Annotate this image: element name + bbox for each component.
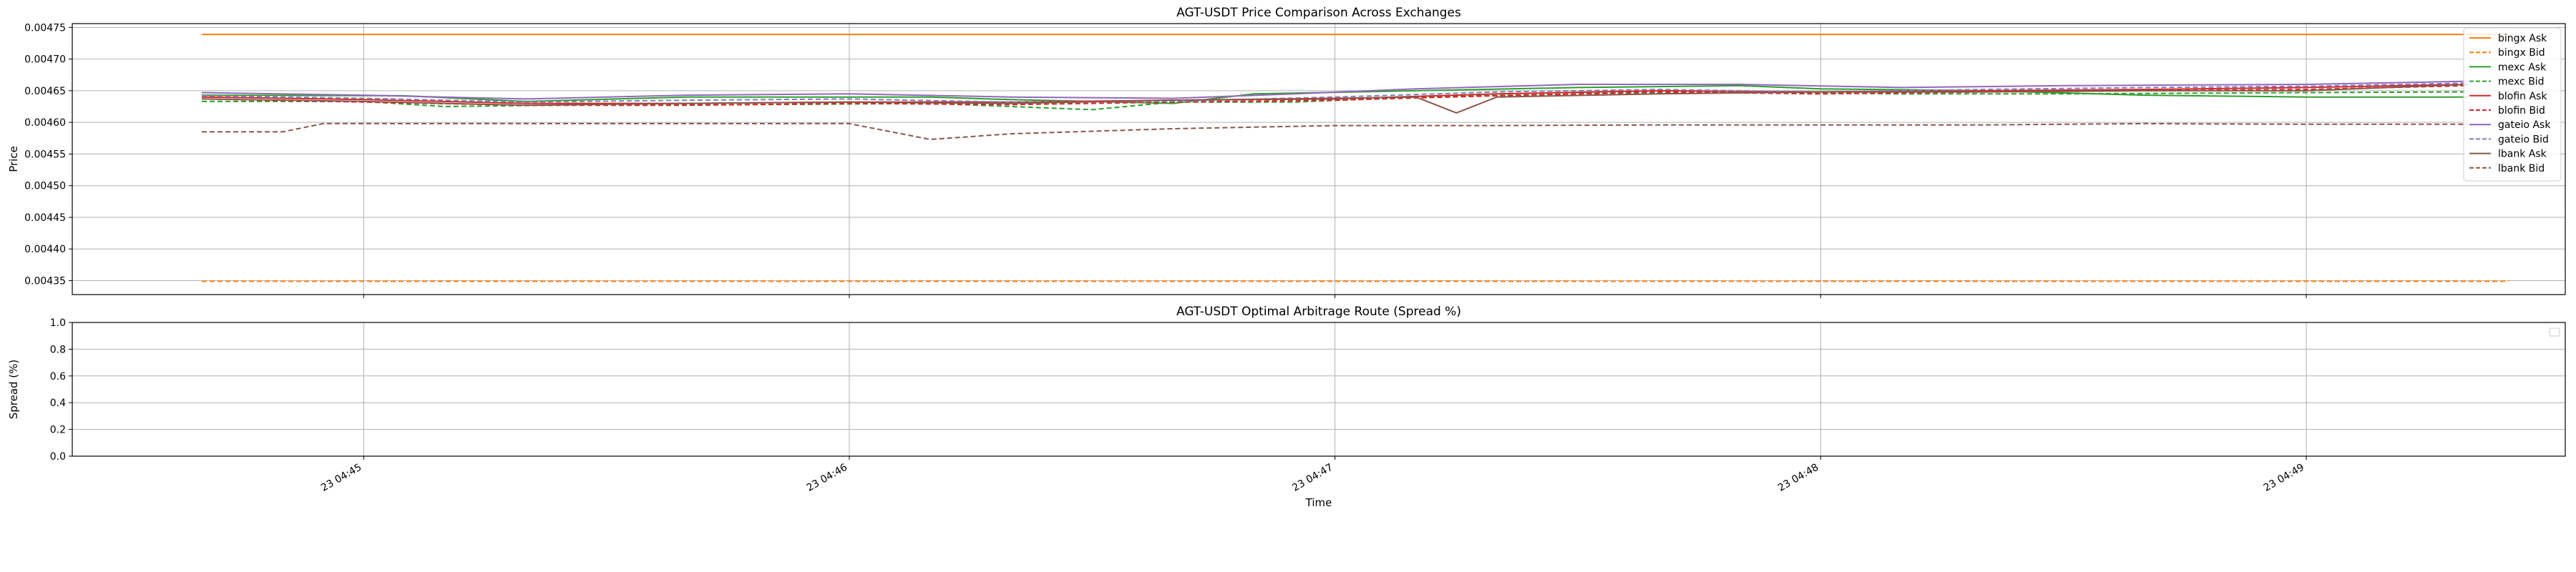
- price-ylabel: Price: [7, 146, 20, 172]
- spread-ytick-label: 1.0: [50, 317, 66, 329]
- series-line-lbank-bid: [202, 122, 2469, 140]
- legend-label-mexc-bid: mexc Bid: [2498, 77, 2545, 88]
- xtick-label: 23 04:49: [2262, 462, 2306, 494]
- price-ytick-label: 0.00475: [24, 22, 66, 34]
- spread-ytick-label: 0.8: [50, 344, 66, 355]
- price-plot-area: [72, 24, 2565, 295]
- spread-ylabel: Spread (%): [7, 360, 20, 420]
- spread-ytick-label: 0.4: [50, 398, 66, 409]
- spread-xlabel: Time: [1305, 496, 1332, 509]
- price-ytick-label: 0.00465: [24, 86, 66, 97]
- legend: bingx Ask bingx Bid mexc Ask mexc Bid blofin…: [2463, 27, 2562, 182]
- spread-empty-legend: [2549, 327, 2560, 337]
- price-title: AGT-USDT Price Comparison Across Exchang…: [1176, 6, 1461, 20]
- xtick-label: 23 04:46: [805, 462, 849, 494]
- xtick-label: 23 04:47: [1290, 462, 1335, 494]
- series-line-lbank-ask: [201, 84, 2469, 114]
- legend-label-gateio-bid: gateio Bid: [2498, 134, 2549, 145]
- legend-label-lbank-ask: lbank Ask: [2498, 149, 2547, 160]
- spread-ytick-label: 0.6: [50, 371, 66, 383]
- spread-ytick-label: 0.0: [50, 451, 66, 463]
- series-line-gateio-ask: [201, 80, 2469, 100]
- legend-label-lbank-bid: lbank Bid: [2498, 163, 2545, 174]
- spread-frame: [72, 322, 2566, 457]
- price-series-group: [201, 34, 2509, 282]
- spread-axes: 0.0 0.2 0.4 0.6 0.8 1.0 23 04:45 23 04:46 23 04:…: [7, 305, 2566, 509]
- spread-ytick-label: 0.2: [50, 425, 66, 436]
- price-frame: [72, 23, 2566, 295]
- xtick-label: 23 04:45: [319, 462, 364, 494]
- price-ytick-label: 0.00450: [24, 181, 66, 192]
- price-ytick-label: 0.00470: [24, 54, 66, 66]
- legend-label-blofin-ask: blofin Ask: [2498, 91, 2547, 102]
- legend-label-bingx-bid: bingx Bid: [2498, 47, 2545, 59]
- price-ytick-label: 0.00455: [24, 149, 66, 160]
- legend-label-blofin-bid: blofin Bid: [2498, 105, 2545, 117]
- price-axes: 0.00435 0.00440 0.00445 0.00450 0.00455 0.004…: [7, 6, 2566, 298]
- legend-label-bingx-ask: bingx Ask: [2498, 33, 2547, 44]
- legend-label-mexc-ask: mexc Ask: [2498, 61, 2547, 73]
- legend-label-gateio-ask: gateio Ask: [2498, 119, 2551, 131]
- price-ytick-label: 0.00435: [24, 276, 66, 287]
- price-ytick-label: 0.00460: [24, 117, 66, 129]
- xtick-label: 23 04:48: [1776, 462, 1820, 494]
- spread-title: AGT-USDT Optimal Arbitrage Route (Spread…: [1176, 305, 1461, 319]
- spread-plot-area: [72, 322, 2565, 456]
- price-ytick-label: 0.00440: [24, 244, 66, 255]
- price-ytick-label: 0.00445: [24, 212, 66, 224]
